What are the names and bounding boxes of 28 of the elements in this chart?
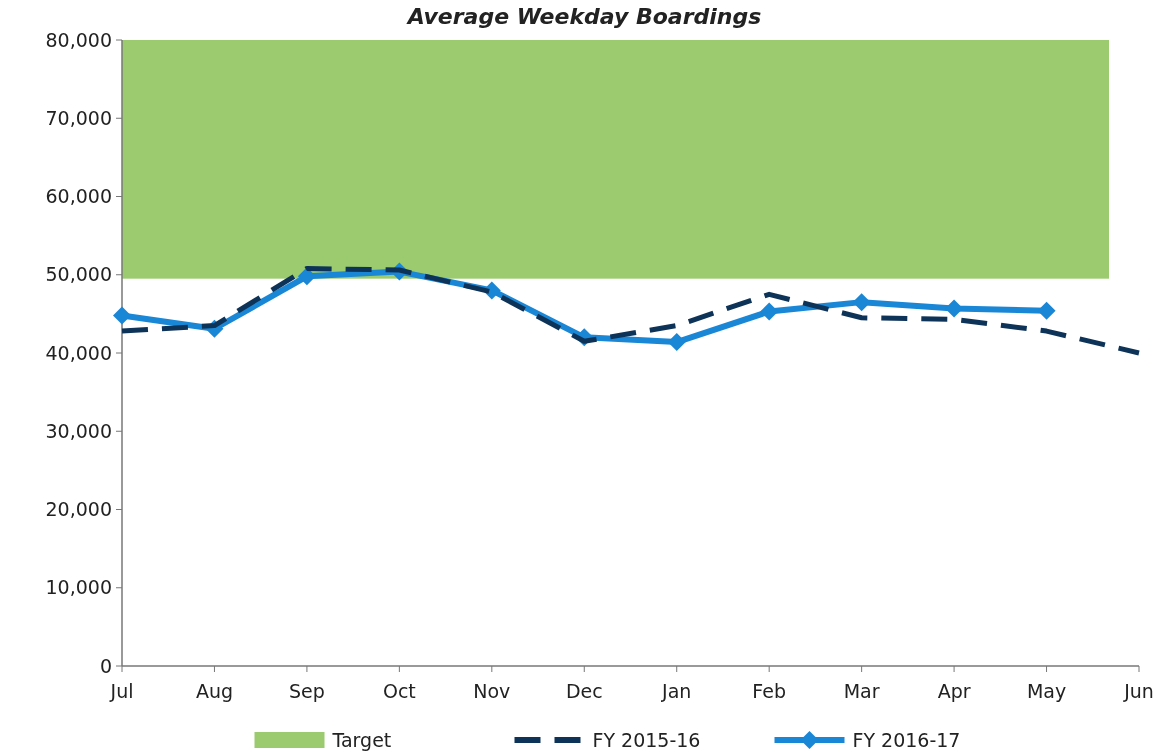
legend-label: FY 2016-17 [852,728,961,751]
x-tick-label: Apr [937,680,971,702]
x-tick-label: Aug [195,680,234,702]
y-tick-label: 60,000 [45,185,112,208]
y-tick-label: 20,000 [45,498,112,521]
x-tick-label: Sep [289,680,325,702]
x-tick-label: Jun [1123,680,1154,702]
y-tick-label: 70,000 [45,106,112,129]
x-tick-label: Oct [382,680,416,702]
y-tick-label: 80,000 [45,28,112,51]
y-tick-label: 30,000 [45,419,112,442]
point [297,267,316,286]
y-tick-label: 50,000 [45,263,112,286]
x-tick-label: Jan [661,680,692,702]
x-tick-label: Feb [752,680,786,702]
x-tick-label: Jul [109,680,134,702]
legend-label: Target [331,728,392,751]
x-tick-label: Mar [843,680,880,702]
y-tick-label: 10,000 [45,576,112,599]
point [760,302,779,321]
x-tick-label: Nov [473,680,511,702]
y-tick-label: 0 [99,654,112,677]
legend-label: FY 2015-16 [592,728,701,751]
x-tick-label: May [1026,680,1067,702]
x-tick-label: Dec [565,680,603,702]
y-tick-label: 40,000 [45,341,112,364]
point [113,306,131,325]
chart-title: Average Weekday Boardings [405,4,762,29]
